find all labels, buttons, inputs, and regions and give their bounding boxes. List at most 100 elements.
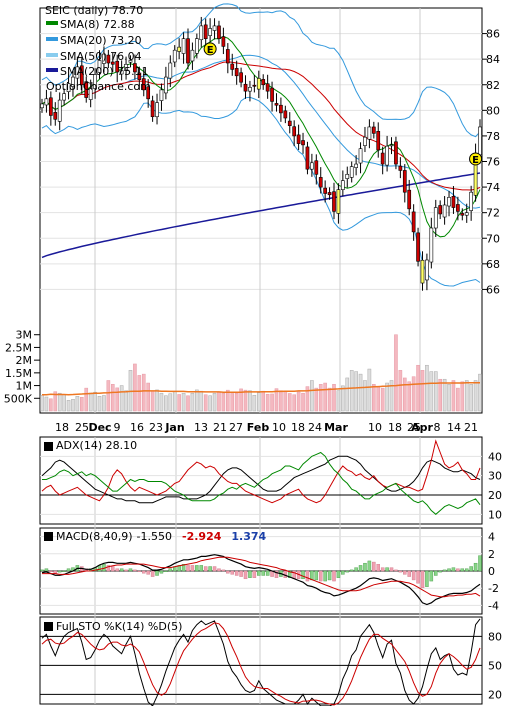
macd-histogram-bar — [372, 561, 376, 572]
candle-body — [340, 180, 345, 190]
volume-bar — [195, 389, 199, 412]
volume-bar — [71, 399, 75, 412]
macd-histogram-bar — [380, 567, 385, 572]
volume-bar — [385, 382, 389, 412]
earnings-marker: E — [469, 152, 483, 166]
volume-bar — [44, 396, 49, 412]
volume-bar — [451, 380, 456, 412]
candle-body — [279, 104, 283, 114]
macd-histogram-bar — [226, 570, 230, 574]
macd-hist-value: 1.374 — [231, 530, 266, 543]
adx-title: ADX(14) 28.10 — [56, 439, 137, 452]
volume-bar — [181, 392, 186, 412]
candle-body — [296, 134, 301, 144]
adx-tick-label: 40 — [488, 450, 502, 463]
volume-bar — [469, 384, 473, 412]
volume-tick-label: 3M — [16, 329, 33, 342]
macd-histogram-bar — [181, 564, 186, 572]
volume-bar — [332, 384, 336, 412]
macd-histogram-bar — [323, 570, 327, 582]
volume-bar — [389, 380, 394, 412]
macd-histogram-bar — [425, 570, 429, 587]
x-tick-label: Feb — [247, 421, 270, 434]
macd-histogram-bar — [150, 570, 155, 577]
candle-body — [159, 89, 164, 101]
volume-bar — [398, 370, 403, 412]
volume-bar — [230, 393, 235, 412]
volume-bar — [380, 387, 385, 412]
volume-bar — [261, 390, 266, 412]
macd-histogram-bar — [398, 570, 403, 573]
macd-histogram-bar — [203, 566, 208, 572]
price-tick-label: 70 — [486, 232, 500, 245]
macd-histogram-bar — [438, 570, 442, 573]
volume-bar — [172, 391, 177, 412]
volume-bar — [221, 392, 226, 412]
volume-tick-label: 2M — [16, 354, 33, 367]
volume-bar — [159, 392, 164, 412]
volume-bar — [402, 377, 407, 412]
macd-histogram-bar — [124, 569, 128, 572]
adx-series-line — [41, 439, 481, 504]
macd-histogram-bar — [106, 565, 111, 572]
macd-histogram-bar — [407, 570, 411, 577]
volume-bar — [234, 392, 239, 412]
volume-bar — [208, 395, 212, 412]
candle-body — [164, 76, 168, 94]
macd-histogram-bar — [358, 565, 363, 572]
candle-body — [62, 93, 66, 101]
volume-bar — [425, 364, 429, 412]
candle-body — [389, 144, 394, 147]
price-tick-label: 78 — [486, 130, 500, 143]
candle-body — [371, 126, 376, 134]
candle-body — [53, 112, 58, 120]
candle-body — [323, 187, 327, 194]
volume-bar — [341, 385, 345, 412]
price-tick-label: 84 — [486, 53, 500, 66]
legend-swatch-sma8 — [46, 21, 58, 25]
macd-histogram-bar — [288, 570, 292, 578]
volume-bar — [292, 394, 296, 412]
sto-series-line — [41, 618, 481, 706]
candle-body — [363, 136, 367, 146]
earnings-marker-circle — [203, 42, 217, 56]
price-chart-title: SEIC (daily) 78.70 — [45, 4, 143, 17]
macd-histogram-bar — [314, 570, 319, 581]
candle-body — [358, 148, 363, 164]
candle-body — [119, 70, 124, 75]
candle-body — [367, 126, 372, 140]
macd-histogram-bar — [199, 565, 204, 572]
sma200-line — [41, 172, 481, 259]
candle-body — [283, 110, 288, 119]
volume-bar — [226, 389, 230, 412]
macd-histogram-bar — [318, 570, 323, 582]
volume-bar — [248, 390, 252, 412]
legend-swatch-sma20 — [46, 37, 58, 41]
candle-body — [106, 54, 111, 64]
macd-histogram-bar — [239, 570, 243, 577]
volume-bar — [133, 363, 137, 412]
candle-body — [150, 100, 155, 118]
volume-bar — [124, 390, 128, 412]
macd-histogram-bar — [301, 570, 305, 580]
macd-histogram-bar — [164, 570, 168, 573]
volume-bar — [314, 387, 319, 412]
x-tick-label: 21 — [213, 421, 227, 434]
macd-swatch — [44, 532, 53, 541]
candle-body — [128, 60, 133, 63]
macd-tick-label: 4 — [488, 531, 495, 544]
candle-body — [252, 84, 257, 87]
candle-body — [380, 152, 385, 165]
x-tick-label: 16 — [130, 421, 144, 434]
legend-label-sma200: SMA(200) 75.11 — [60, 65, 149, 78]
volume-bar — [168, 393, 173, 412]
volume-bar — [367, 368, 372, 412]
macd-histogram-bar — [416, 570, 420, 584]
x-tick-label: 14 — [447, 421, 461, 434]
candle-body — [314, 160, 319, 175]
volume-bar — [49, 398, 53, 412]
volume-bar — [270, 393, 274, 412]
macd-tick-label: -4 — [488, 599, 499, 612]
